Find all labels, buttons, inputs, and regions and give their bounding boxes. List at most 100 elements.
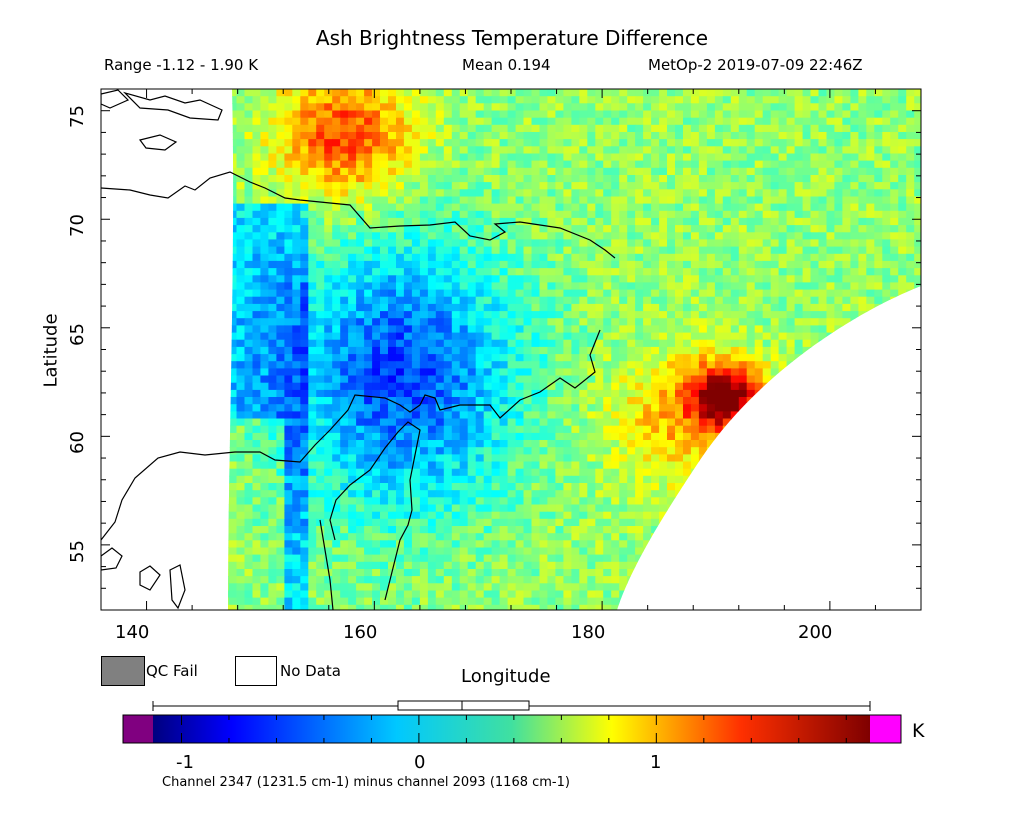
swath-cell — [794, 268, 804, 276]
swath-cell — [499, 311, 509, 319]
swath-cell — [627, 153, 636, 162]
swath-cell — [587, 246, 596, 255]
swath-cell — [722, 124, 732, 133]
swath-cell — [292, 153, 301, 162]
swath-cell — [563, 110, 572, 119]
swath-cell — [284, 339, 293, 348]
swath-cell — [411, 296, 421, 305]
swath-cell — [858, 139, 867, 147]
swath-cell — [651, 246, 660, 255]
swath-cell — [635, 275, 644, 284]
swath-cell — [635, 404, 644, 412]
swath-cell — [635, 103, 644, 112]
swath-cell — [595, 318, 604, 326]
swath-cell — [651, 110, 660, 119]
swath-cell — [643, 411, 652, 420]
swath-cell — [451, 268, 461, 276]
swath-cell — [403, 96, 413, 104]
swath-cell — [675, 232, 684, 241]
swath-cell — [762, 132, 772, 140]
swath-cell — [850, 146, 859, 155]
swath-cell — [683, 375, 692, 384]
swath-cell — [778, 239, 788, 248]
swath-cell — [651, 96, 660, 104]
swath-cell — [659, 418, 668, 427]
swath-cell — [531, 354, 541, 362]
swath-cell — [802, 246, 812, 255]
swath-cell — [340, 260, 349, 269]
swath-cell — [252, 432, 262, 441]
swath-cell — [332, 368, 341, 377]
swath-cell — [818, 96, 828, 104]
swath-cell — [324, 361, 333, 369]
swath-cell — [467, 253, 477, 262]
swath-cell — [388, 124, 397, 133]
swath-cell — [619, 296, 628, 305]
swath-cell — [563, 382, 572, 391]
swath-cell — [858, 260, 867, 269]
swath-cell — [380, 203, 389, 212]
swath-cell — [818, 296, 828, 305]
swath-cell — [906, 203, 915, 212]
swath-cell — [746, 268, 756, 276]
swath-cell — [348, 339, 357, 348]
swath-cell — [396, 397, 405, 405]
swath-cell — [515, 375, 525, 384]
swath-cell — [659, 117, 668, 126]
swath-cell — [380, 196, 389, 205]
swath-cell — [340, 167, 349, 176]
swath-cell — [308, 411, 317, 420]
swath-cell — [563, 189, 572, 198]
swath-cell — [698, 368, 708, 377]
swath-cell — [292, 318, 301, 326]
swath-cell — [659, 167, 668, 176]
swath-cell — [810, 175, 820, 183]
swath-cell — [356, 175, 365, 183]
swath-cell — [579, 96, 588, 104]
swath-cell — [411, 232, 421, 241]
swath-cell — [914, 117, 921, 126]
swath-cell — [587, 196, 596, 205]
swath-cell — [300, 432, 309, 441]
swath-cell — [348, 124, 357, 133]
swath-cell — [356, 189, 365, 198]
swath-cell — [356, 253, 365, 262]
swath-cell — [555, 389, 564, 398]
swath-cell — [635, 160, 644, 169]
swath-cell — [563, 160, 572, 169]
swath-cell — [451, 296, 461, 305]
swath-cell — [499, 153, 509, 162]
swath-cell — [467, 311, 477, 319]
swath-cell — [826, 303, 836, 312]
swath-cell — [579, 397, 588, 405]
swath-cell — [403, 425, 413, 434]
swath-cell — [850, 124, 859, 133]
swath-cell — [603, 153, 612, 162]
swath-cell — [794, 253, 804, 262]
swath-cell — [890, 110, 899, 119]
swath-cell — [834, 232, 843, 241]
swath-cell — [635, 210, 644, 219]
swath-cell — [515, 404, 525, 412]
swath-cell — [571, 175, 580, 183]
swath-cell — [858, 124, 867, 133]
swath-cell — [531, 225, 541, 233]
swath-cell — [714, 246, 724, 255]
swath-cell — [611, 253, 620, 262]
swath-cell — [300, 339, 309, 348]
swath-cell — [826, 182, 836, 190]
swath-cell — [706, 346, 716, 355]
swath-cell — [675, 132, 684, 140]
swath-cell — [419, 268, 429, 276]
swath-cell — [507, 332, 517, 341]
swath-cell — [706, 175, 716, 183]
swath-cell — [388, 189, 397, 198]
swath-cell — [571, 339, 580, 348]
swath-cell — [491, 325, 501, 334]
swath-cell — [515, 289, 525, 298]
swath-cell — [555, 139, 564, 147]
swath-cell — [571, 375, 580, 384]
swath-cell — [435, 103, 445, 112]
swath-cell — [547, 268, 556, 276]
swath-cell — [587, 89, 596, 97]
